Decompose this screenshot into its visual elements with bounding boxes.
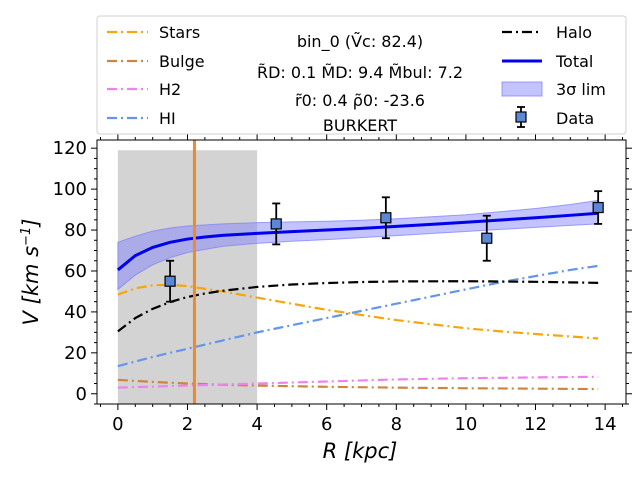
y-tick-label: 40 <box>64 302 87 323</box>
legend-label-h2: H2 <box>159 80 181 99</box>
data-point <box>380 212 392 224</box>
y-tick-label: 0 <box>76 384 87 405</box>
info-line-4: BURKERT <box>323 116 397 135</box>
info-line-1: bin_0 (Ṽc: 82.4) <box>297 32 423 52</box>
y-tick-label: 60 <box>64 261 87 282</box>
plot-area <box>116 140 604 404</box>
legend-label-halo: Halo <box>556 23 592 42</box>
info-line-2: R̃D: 0.1 M̃D: 9.4 M̃bul: 7.2 <box>257 63 463 82</box>
y-tick-label: 100 <box>53 179 87 200</box>
legend-label-stars: Stars <box>159 23 200 42</box>
x-axis-title: R [kpc] <box>323 439 398 463</box>
series-halo-line <box>117 280 599 333</box>
y-tick-label: 80 <box>64 220 87 241</box>
data-point <box>481 232 493 244</box>
series-bulge-line <box>117 378 599 391</box>
x-tick-label: 4 <box>251 414 262 435</box>
series-h2-line <box>117 375 599 389</box>
legend-label-3lim: 3σ lim <box>556 80 606 99</box>
axes: 0 2 4 6 8 10 12 14 0 20 40 60 80 100 120 <box>53 134 632 435</box>
shaded-region <box>117 150 258 404</box>
data-point <box>164 275 176 287</box>
legend-label-data: Data <box>556 109 594 128</box>
x-tick-label: 0 <box>112 414 123 435</box>
y-tick-label: 120 <box>53 138 87 159</box>
info-line-3: r̃0: 0.4 ρ̃0: -23.6 <box>295 91 425 110</box>
legend-label-hi: HI <box>159 109 176 128</box>
legend: Stars Bulge H2 HI Halo Total 3σ lim Data bin_0 (… <box>96 15 627 135</box>
series-stars-line <box>117 283 599 340</box>
data-point <box>270 218 282 230</box>
legend-label-total: Total <box>555 52 593 71</box>
x-tick-label: 6 <box>321 414 332 435</box>
legend-swatch-band <box>501 81 543 97</box>
legend-label-bulge: Bulge <box>159 52 205 71</box>
x-tick-label: 12 <box>524 414 547 435</box>
plot-content <box>116 140 604 404</box>
x-tick-label: 14 <box>594 414 617 435</box>
series-hi-line <box>117 264 599 368</box>
legend-swatch-data <box>515 111 527 123</box>
y-tick-label: 20 <box>64 343 87 364</box>
data-point <box>592 201 604 214</box>
x-tick-label: 8 <box>391 414 402 435</box>
x-tick-label: 2 <box>182 414 193 435</box>
legend-box <box>96 15 627 135</box>
y-axis-title: V [km s−1] <box>19 219 43 326</box>
series-total-line <box>116 211 599 272</box>
x-tick-label: 10 <box>454 414 477 435</box>
